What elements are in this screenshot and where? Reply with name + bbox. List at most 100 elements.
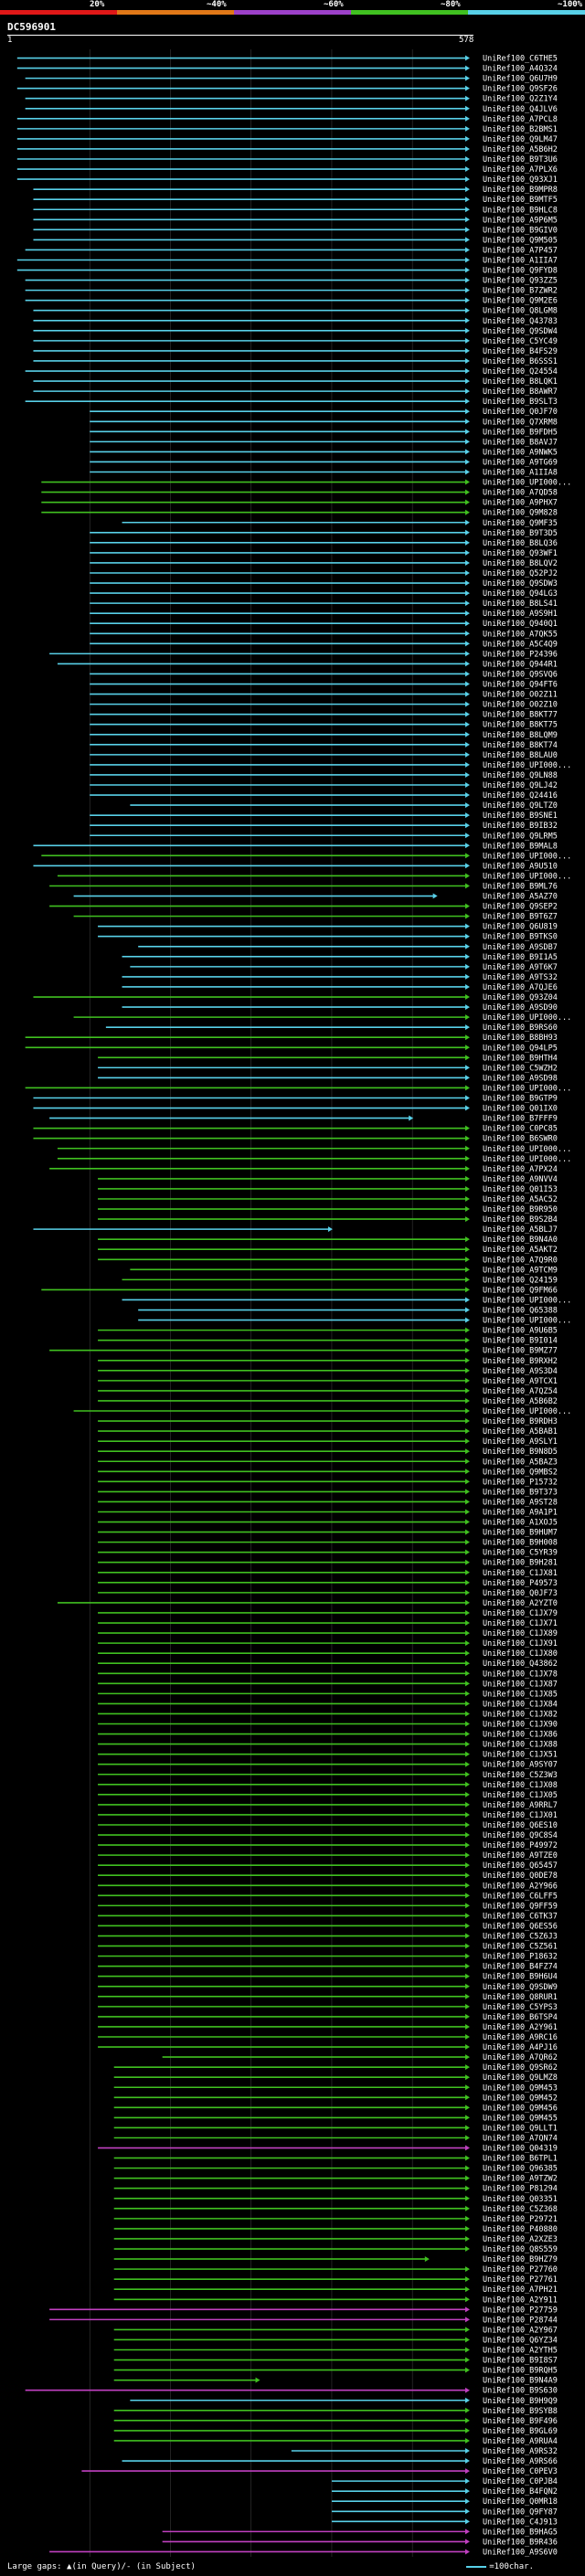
hit-label[interactable]: UniRef100_A7QR62	[483, 2053, 558, 2062]
hit-label[interactable]: UniRef100_A1IIA7	[483, 256, 558, 265]
hit-label[interactable]: UniRef100_A7Q9R0	[483, 1256, 558, 1265]
hit-label[interactable]: UniRef100_C1JX89	[483, 1629, 558, 1638]
hit-label[interactable]: UniRef100_A1IIA8	[483, 469, 558, 478]
hit-label[interactable]: UniRef100_Q9M453	[483, 2083, 558, 2093]
hit-label[interactable]: UniRef100_B8KT74	[483, 741, 558, 750]
hit-label[interactable]: UniRef100_B9ML76	[483, 882, 558, 891]
hit-label[interactable]: UniRef100_P27761	[483, 2275, 558, 2284]
hit-label[interactable]: UniRef100_C1JX71	[483, 1619, 558, 1628]
hit-label[interactable]: UniRef100_B6SSS1	[483, 357, 558, 366]
hit-label[interactable]: UniRef100_A9RC16	[483, 2033, 558, 2042]
hit-label[interactable]: UniRef100_P28744	[483, 2316, 558, 2325]
hit-label[interactable]: UniRef100_B9N4A9	[483, 2377, 558, 2386]
hit-label[interactable]: UniRef100_Q24554	[483, 367, 558, 376]
hit-label[interactable]: UniRef100_O02Z11	[483, 691, 558, 700]
hit-label[interactable]: UniRef100_Q24159	[483, 1276, 558, 1285]
hit-label[interactable]: UniRef100_Q9SVQ6	[483, 670, 558, 679]
hit-label[interactable]: UniRef100_A9SY07	[483, 1761, 558, 1770]
hit-label[interactable]: UniRef100_C5WZH2	[483, 1064, 558, 1073]
hit-label[interactable]: UniRef100_A9T6K7	[483, 963, 558, 972]
hit-label[interactable]: UniRef100_Q9C8S4	[483, 1831, 558, 1840]
hit-label[interactable]: UniRef100_B9H281	[483, 1559, 558, 1568]
hit-label[interactable]: UniRef100_A9TCX1	[483, 1377, 558, 1386]
hit-label[interactable]: UniRef100_A7QK55	[483, 630, 558, 639]
hit-label[interactable]: UniRef100_A9S3D4	[483, 1367, 558, 1376]
hit-label[interactable]: UniRef100_Q9FF59	[483, 1902, 558, 1911]
hit-label[interactable]: UniRef100_UPI000...	[483, 1296, 571, 1305]
hit-label[interactable]: UniRef100_A9TCM9	[483, 1266, 558, 1275]
hit-label[interactable]: UniRef100_B9T6Z7	[483, 913, 558, 922]
hit-label[interactable]: UniRef100_B8AWR7	[483, 387, 558, 397]
hit-label[interactable]: UniRef100_Q93ZZ5	[483, 277, 558, 286]
hit-label[interactable]: UniRef100_B9F496	[483, 2417, 558, 2426]
hit-label[interactable]: UniRef100_A5AZ70	[483, 893, 558, 902]
hit-label[interactable]: UniRef100_A9RS32	[483, 2447, 558, 2456]
hit-label[interactable]: UniRef100_Q52PJ2	[483, 569, 558, 578]
hit-label[interactable]: UniRef100_Q6ES10	[483, 1821, 558, 1830]
hit-label[interactable]: UniRef100_B9RQH5	[483, 2367, 558, 2376]
hit-label[interactable]: UniRef100_Q03351	[483, 2195, 558, 2204]
hit-label[interactable]: UniRef100_A9NVV4	[483, 1175, 558, 1184]
hit-label[interactable]: UniRef100_A5B6B2	[483, 1397, 558, 1406]
hit-label[interactable]: UniRef100_Q9LLT1	[483, 2124, 558, 2133]
hit-label[interactable]: UniRef100_A9A1P1	[483, 1508, 558, 1517]
hit-label[interactable]: UniRef100_Q0JF73	[483, 1589, 558, 1598]
hit-label[interactable]: UniRef100_A2Y966	[483, 1882, 558, 1891]
hit-label[interactable]: UniRef100_B8LS41	[483, 599, 558, 609]
hit-label[interactable]: UniRef100_A7QN74	[483, 2134, 558, 2143]
hit-label[interactable]: UniRef100_C1JX01	[483, 1811, 558, 1820]
hit-label[interactable]: UniRef100_Q43862	[483, 1659, 558, 1669]
hit-label[interactable]: UniRef100_A9TZW2	[483, 2175, 558, 2184]
hit-label[interactable]: UniRef100_C5Z561	[483, 1943, 558, 1952]
hit-label[interactable]: UniRef100_Q9LMZ8	[483, 2073, 558, 2083]
hit-label[interactable]: UniRef100_A2Y911	[483, 2295, 558, 2305]
hit-label[interactable]: UniRef100_Q6U7H9	[483, 75, 558, 84]
hit-label[interactable]: UniRef100_Q2Z1Y4	[483, 95, 558, 104]
hit-label[interactable]: UniRef100_A5BAB1	[483, 1427, 558, 1436]
hit-label[interactable]: UniRef100_C1JX05	[483, 1791, 558, 1800]
hit-label[interactable]: UniRef100_B9GL69	[483, 2427, 558, 2436]
hit-label[interactable]: UniRef100_Q9LN88	[483, 771, 558, 780]
hit-label[interactable]: UniRef100_B8LAU0	[483, 751, 558, 760]
hit-label[interactable]: UniRef100_B9SLT3	[483, 398, 558, 407]
hit-label[interactable]: UniRef100_C1JX79	[483, 1609, 558, 1618]
hit-label[interactable]: UniRef100_UPI000...	[483, 1145, 571, 1154]
hit-label[interactable]: UniRef100_Q0DE78	[483, 1871, 558, 1881]
hit-label[interactable]: UniRef100_A2Y967	[483, 2326, 558, 2335]
hit-label[interactable]: UniRef100_B9HAG5	[483, 2528, 558, 2537]
hit-label[interactable]: UniRef100_B9H9Q9	[483, 2397, 558, 2406]
hit-label[interactable]: UniRef100_C1JX86	[483, 1731, 558, 1740]
hit-label[interactable]: UniRef100_B9HLC8	[483, 206, 558, 215]
hit-label[interactable]: UniRef100_B7FFF9	[483, 1115, 558, 1124]
hit-label[interactable]: UniRef100_P49573	[483, 1579, 558, 1588]
hit-label[interactable]: UniRef100_B8LQM9	[483, 731, 558, 740]
hit-label[interactable]: UniRef100_B7ZWR2	[483, 287, 558, 296]
hit-label[interactable]: UniRef100_C6THE5	[483, 55, 558, 64]
hit-label[interactable]: UniRef100_B9T373	[483, 1488, 558, 1497]
hit-label[interactable]: UniRef100_Q7XRM8	[483, 418, 558, 427]
hit-label[interactable]: UniRef100_C1JX80	[483, 1649, 558, 1659]
hit-label[interactable]: UniRef100_B9N8D5	[483, 1447, 558, 1457]
hit-label[interactable]: UniRef100_Q944R1	[483, 660, 558, 669]
hit-label[interactable]: UniRef100_Q93Z04	[483, 993, 558, 1002]
hit-label[interactable]: UniRef100_A9PHX7	[483, 499, 558, 508]
hit-label[interactable]: UniRef100_UPI000...	[483, 761, 571, 770]
hit-label[interactable]: UniRef100_C1JX91	[483, 1639, 558, 1648]
hit-label[interactable]: UniRef100_C1JX81	[483, 1569, 558, 1578]
hit-label[interactable]: UniRef100_Q9FYD8	[483, 267, 558, 276]
hit-label[interactable]: UniRef100_C6TK37	[483, 1912, 558, 1921]
hit-label[interactable]: UniRef100_A9S9H1	[483, 610, 558, 619]
hit-label[interactable]: UniRef100_A5AKT2	[483, 1246, 558, 1255]
hit-label[interactable]: UniRef100_A7PLX6	[483, 165, 558, 175]
hit-label[interactable]: UniRef100_A9TS32	[483, 973, 558, 982]
hit-label[interactable]: UniRef100_B9MZ77	[483, 1347, 558, 1356]
hit-label[interactable]: UniRef100_C5Z3W3	[483, 1771, 558, 1780]
hit-label[interactable]: UniRef100_B9H6U4	[483, 1973, 558, 1982]
hit-label[interactable]: UniRef100_B9RXH2	[483, 1357, 558, 1366]
hit-label[interactable]: UniRef100_Q9MBS2	[483, 1468, 558, 1477]
hit-label[interactable]: UniRef100_P49972	[483, 1841, 558, 1850]
hit-label[interactable]: UniRef100_Q8LGM8	[483, 307, 558, 316]
hit-label[interactable]: UniRef100_Q24416	[483, 791, 558, 800]
hit-label[interactable]: UniRef100_B9MAL8	[483, 842, 558, 851]
hit-label[interactable]: UniRef100_C1JX87	[483, 1680, 558, 1689]
